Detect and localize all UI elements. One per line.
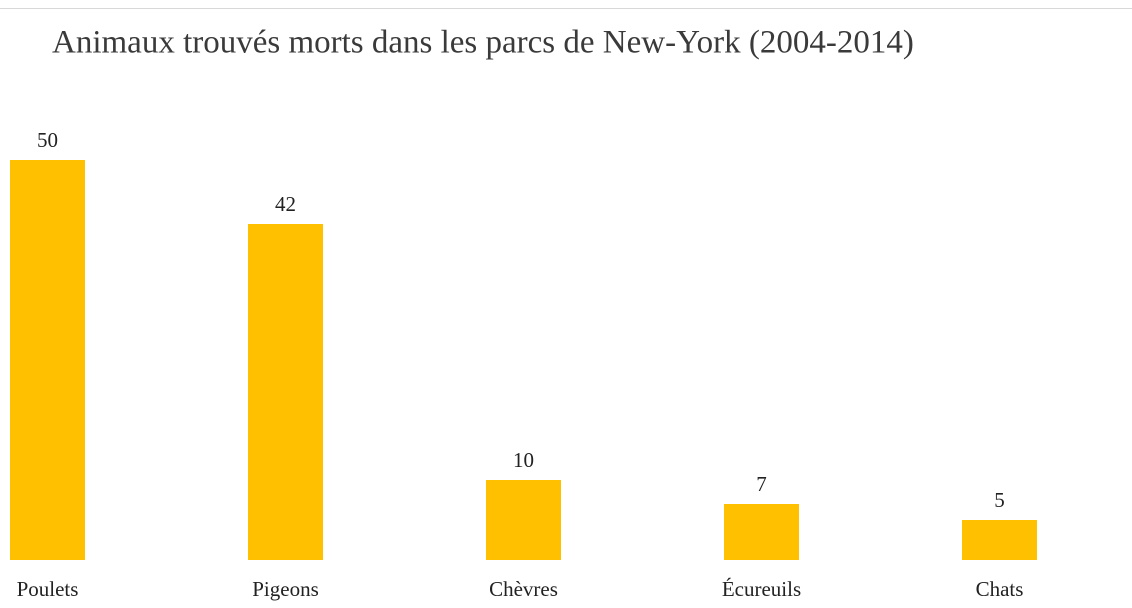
x-tick-label: Écureuils [722, 577, 801, 601]
bar [724, 504, 799, 560]
bar [486, 480, 561, 560]
data-label: 5 [994, 488, 1005, 512]
x-tick-label: Chèvres [489, 577, 558, 601]
bar [10, 160, 85, 560]
data-label: 50 [37, 128, 58, 152]
data-label: 10 [513, 448, 534, 472]
data-label: 7 [756, 472, 767, 496]
x-tick-label: Pigeons [252, 577, 319, 601]
x-tick-label: Chats [976, 577, 1024, 601]
x-tick-label: Poulets [17, 577, 79, 601]
data-label: 42 [275, 192, 296, 216]
chart-title: Animaux trouvés morts dans les parcs de … [52, 25, 914, 61]
bar [962, 520, 1037, 560]
bar [248, 224, 323, 560]
